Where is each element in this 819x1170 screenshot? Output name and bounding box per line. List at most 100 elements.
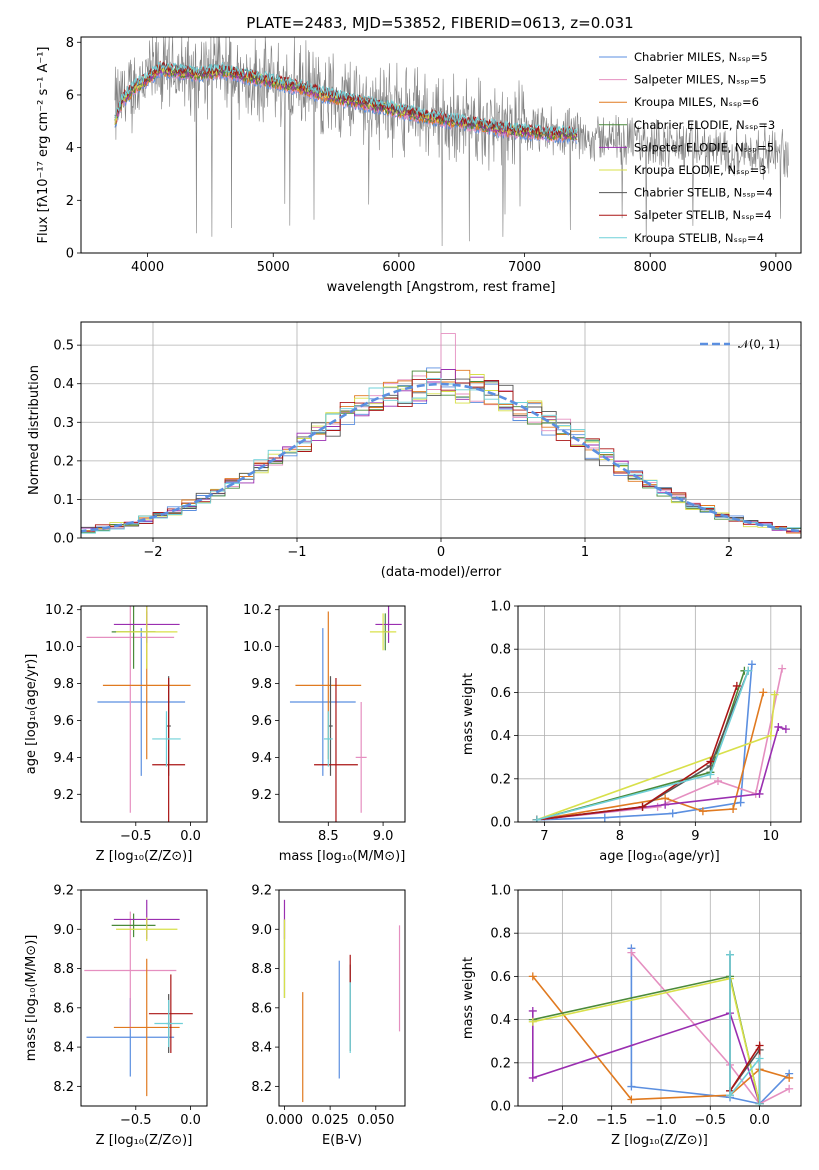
residuals-legend: 𝒩(0, 1): [700, 337, 780, 351]
y-tick-label: 9.2: [251, 788, 272, 803]
x-axis-label: Z [log₁₀(Z/Z⊙)]: [611, 1133, 708, 1148]
legend-label-kroupa-elodie: Kroupa ELODIE, Nₛₛₚ=3: [634, 163, 767, 177]
age-vs-mass-plot-area: [289, 606, 402, 822]
y-tick-label: 8.4: [53, 1041, 74, 1056]
weight-line-chabrier-elodie: [536, 670, 746, 821]
legend-label-kroupa-stelib: Kroupa STELIB, Nₛₛₚ=4: [634, 231, 764, 245]
y-tick-label: 10.0: [243, 640, 272, 655]
x-tick-label: 8.5: [318, 829, 339, 844]
y-tick-label: 0.0: [53, 532, 74, 547]
weight-point-kroupa-miles: [698, 807, 707, 816]
errorbar-kroupa-stelib: [152, 711, 181, 767]
weight-point-kroupa-stelib: [744, 666, 753, 675]
legend-label-salpeter-miles: Salpeter MILES, Nₛₛₚ=5: [634, 73, 767, 87]
weight-point-chabrier-miles: [736, 798, 745, 807]
panel-age-vs-Z: −0.5 0.0 9.2 9.4 9.6 9.8 10.0 10.2 Z [log₁₀(Z/Z⊙…: [24, 603, 208, 864]
x-tick-label: 9.0: [373, 829, 394, 844]
x-tick-label: −0.5: [694, 1113, 726, 1128]
y-tick-label: 0.6: [490, 686, 511, 701]
errorbar-kroupa-elodie: [116, 606, 178, 669]
panel-mass-vs-ebv: 0.000 0.025 0.050 8.2 8.4 8.6 8.8 9.0 9.2 E(B-V): [251, 884, 406, 1148]
legend-label-chabrier-miles: Chabrier MILES, Nₛₛₚ=5: [634, 50, 768, 64]
weight-line-salpeter-miles: [630, 952, 790, 1105]
x-tick-label: 0.050: [357, 1113, 394, 1128]
observed-spectrum: [114, 37, 789, 247]
y-tick-label: 10.0: [45, 640, 74, 655]
x-tick-label: 8000: [634, 260, 667, 275]
y-tick-label: 9.2: [251, 884, 272, 899]
y-tick-label: 9.4: [53, 751, 74, 766]
legend-label-gaussian: 𝒩(0, 1): [738, 337, 780, 351]
errorbar-chabrier-stelib: [328, 676, 333, 776]
legend-label-salpeter-stelib: Salpeter STELIB, Nₛₛₚ=4: [634, 208, 772, 222]
y-axis-label: mass weight: [461, 673, 476, 755]
weight-vs-age-plot-area: [532, 660, 790, 822]
x-tick-label: 8: [616, 829, 624, 844]
x-tick-label: 7000: [508, 260, 541, 275]
panel-spectrum: 4000 5000 6000 7000 8000 9000 0 2 4 6 8 wavelength …: [36, 36, 802, 295]
axes-frame-residuals: [80, 321, 802, 539]
errorbar-salpeter-miles: [355, 702, 367, 813]
y-tick-label: 0.4: [490, 729, 511, 744]
x-tick-label: 6000: [382, 260, 415, 275]
y-tick-label: 8.2: [53, 1080, 74, 1095]
x-axis-label: (data-model)/error: [381, 565, 502, 580]
x-tick-label: −1.0: [645, 1113, 677, 1128]
y-tick-label: 0.5: [53, 339, 74, 354]
age-vs-Z-plot-area: [86, 606, 191, 822]
y-tick-label: 9.8: [53, 677, 74, 692]
x-tick-label: 4000: [131, 260, 164, 275]
x-tick-label: 0.025: [312, 1113, 349, 1128]
errorbar-chabrier-miles: [97, 628, 186, 776]
axes-frame-weight-vs-age: [517, 605, 802, 823]
weight-point-salpeter-stelib: [755, 1041, 764, 1050]
errorbar-kroupa-elodie: [116, 917, 178, 942]
legend-label-chabrier-stelib: Chabrier STELIB, Nₛₛₚ=4: [634, 186, 773, 200]
y-tick-label: 0: [66, 247, 74, 262]
y-tick-label: 0.4: [490, 1013, 511, 1028]
y-axis-label: mass [log₁₀(M/M⊙)]: [24, 935, 39, 1062]
y-tick-label: 6: [66, 88, 74, 103]
x-tick-label: 9: [691, 829, 699, 844]
errorbar-kroupa-stelib: [323, 711, 333, 767]
weight-point-salpeter-elodie: [661, 800, 670, 809]
x-tick-label: 10: [763, 829, 780, 844]
x-tick-label: 0.0: [749, 1113, 770, 1128]
weight-point-kroupa-miles: [729, 805, 738, 814]
errorbar-salpeter-miles: [86, 606, 175, 813]
x-tick-label: 7: [540, 829, 548, 844]
weight-line-salpeter-stelib: [536, 685, 738, 821]
y-tick-label: 0.8: [490, 927, 511, 942]
spectrum-legend: Chabrier MILES, Nₛₛₚ=5 Salpeter MILES, Nₛ…: [599, 50, 775, 245]
errorbar-kroupa-stelib: [154, 999, 183, 1048]
y-tick-label: 9.6: [251, 714, 272, 729]
axes-frame-weight-vs-Z: [517, 889, 802, 1107]
y-tick-label: 8.6: [53, 1001, 74, 1016]
weight-point-kroupa-stelib: [755, 1099, 764, 1106]
y-tick-label: 0.4: [53, 377, 74, 392]
axes-frame-spectrum: [80, 36, 802, 254]
x-axis-label: Z [log₁₀(Z/Z⊙)]: [96, 1133, 193, 1148]
y-axis-label: Flux [fλ10⁻¹⁷ erg cm⁻² s⁻¹ A⁻¹]: [36, 47, 51, 244]
weight-point-kroupa-elodie: [766, 731, 775, 740]
weight-point-kroupa-stelib: [726, 1091, 735, 1100]
weight-point-kroupa-elodie: [770, 690, 779, 699]
x-axis-label: Z [log₁₀(Z/Z⊙)]: [96, 849, 193, 864]
weight-point-salpeter-stelib: [638, 802, 647, 811]
weight-point-salpeter-stelib: [706, 757, 715, 766]
panel-mass-vs-Z: −0.5 0.0 8.2 8.4 8.6 8.8 9.0 9.2 Z [log₁₀(Z/Z⊙)]…: [24, 884, 208, 1148]
x-tick-label: 0.0: [180, 1113, 201, 1128]
y-tick-label: 0.8: [490, 643, 511, 658]
weight-point-salpeter-elodie: [755, 789, 764, 798]
y-tick-label: 1.0: [490, 600, 511, 615]
y-axis-label: mass weight: [461, 957, 476, 1039]
y-tick-label: 9.8: [251, 677, 272, 692]
weight-point-chabrier-miles: [600, 813, 609, 822]
weight-point-kroupa-stelib: [755, 1054, 764, 1063]
weight-line-salpeter-stelib: [729, 1042, 761, 1104]
figure-title: PLATE=2483, MJD=53852, FIBERID=0613, z=0…: [246, 14, 633, 32]
model-spectrum-chabrier-stelib: [114, 62, 578, 138]
y-tick-label: 8.2: [251, 1080, 272, 1095]
y-tick-label: 8: [66, 36, 74, 51]
weight-line-salpeter-elodie: [532, 1011, 761, 1105]
